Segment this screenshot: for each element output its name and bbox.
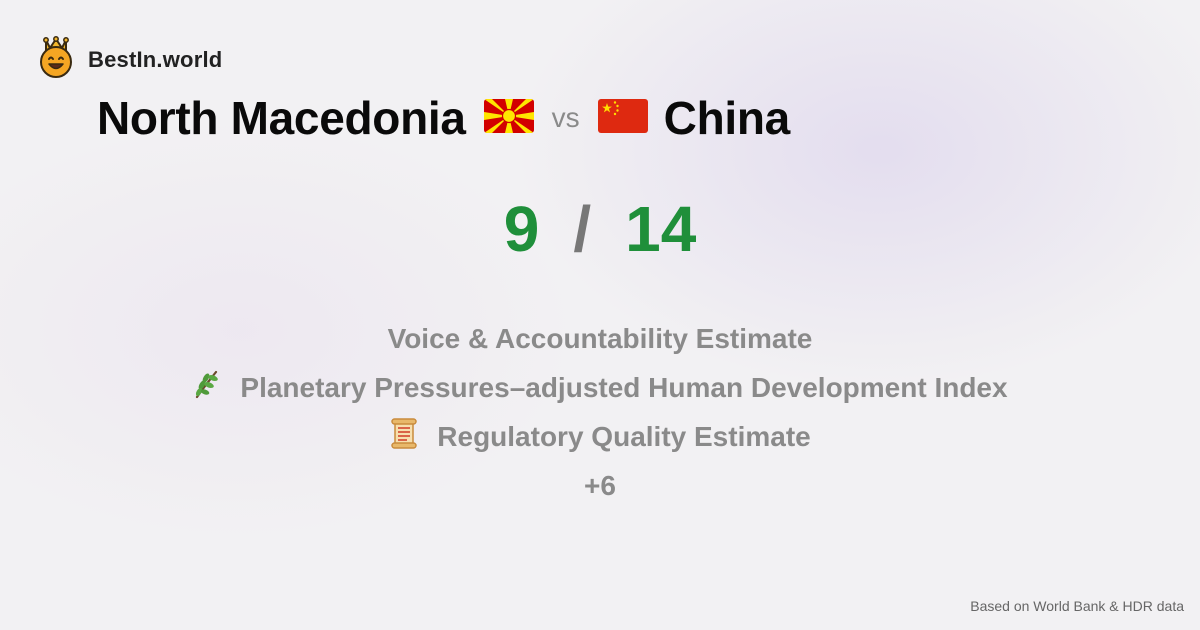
score: 9 / 14: [0, 192, 1200, 266]
score-separator: /: [573, 193, 592, 265]
metric-item: Regulatory Quality Estimate: [389, 412, 811, 461]
footer-source: Based on World Bank & HDR data: [970, 598, 1184, 614]
comparison-headline: North Macedonia vs: [97, 88, 790, 148]
metric-item: Voice & Accountability Estimate: [388, 314, 813, 363]
crowned-smiley-icon: [38, 36, 74, 83]
right-score: 14: [625, 193, 697, 265]
left-country-name: North Macedonia: [97, 92, 466, 144]
right-country-name: China: [663, 92, 791, 144]
vs-label: vs: [551, 102, 580, 133]
metric-label: Voice & Accountability Estimate: [387, 322, 813, 354]
more-metrics-count: +6: [584, 461, 616, 510]
metrics-list: Voice & Accountability Estimate Planetar…: [0, 314, 1200, 510]
more-label: +6: [584, 469, 616, 501]
china-flag-icon: [597, 98, 648, 138]
metric-item: Planetary Pressures–adjusted Human Devel…: [192, 363, 1008, 412]
brand[interactable]: BestIn.world: [38, 36, 222, 83]
scroll-icon: [389, 417, 419, 456]
metric-label: Planetary Pressures–adjusted Human Devel…: [240, 371, 1008, 403]
left-score: 9: [503, 193, 540, 265]
north-macedonia-flag-icon: [483, 98, 534, 138]
brand-name: BestIn.world: [88, 46, 223, 72]
herb-icon: [192, 369, 222, 406]
metric-label: Regulatory Quality Estimate: [437, 420, 811, 452]
